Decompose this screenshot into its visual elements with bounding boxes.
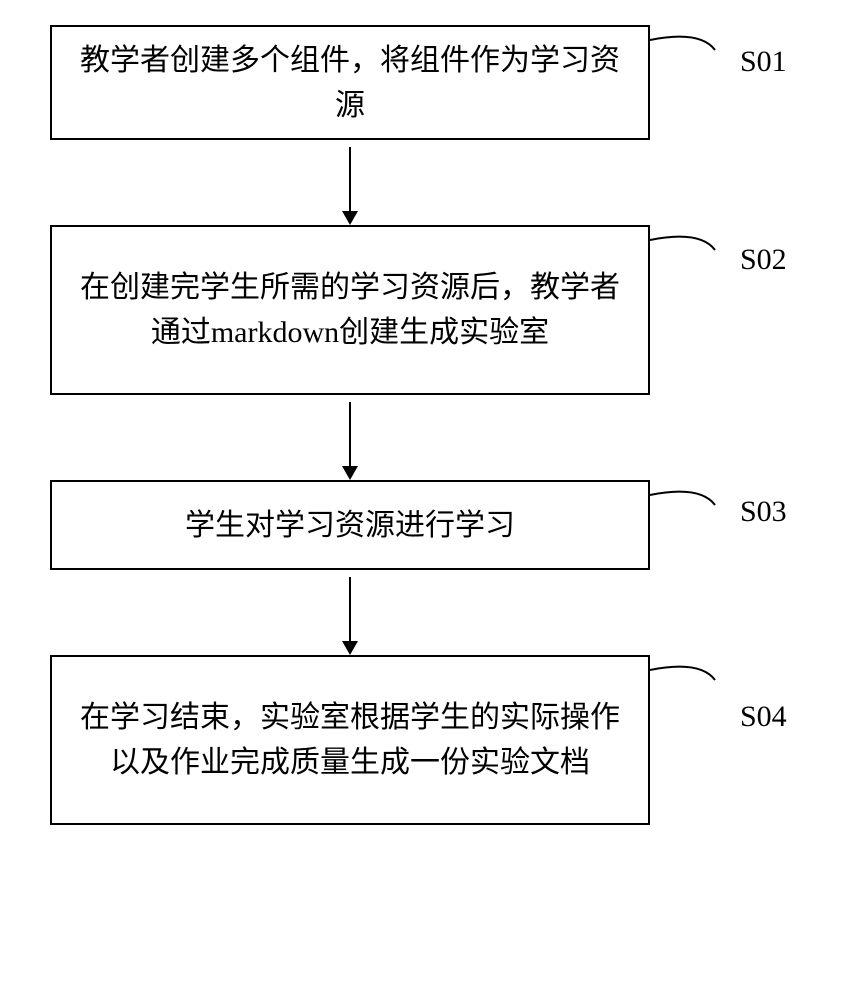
label-s02: S02	[740, 243, 787, 277]
arrow-head-3	[342, 641, 358, 655]
arrow-s01-s02	[50, 140, 650, 225]
node-s01-wrapper: 教学者创建多个组件，将组件作为学习资源	[50, 25, 800, 140]
node-s03-wrapper: 学生对学习资源进行学习	[50, 480, 800, 570]
label-s03: S03	[740, 495, 787, 529]
node-s02-wrapper: 在创建完学生所需的学习资源后，教学者通过markdown创建生成实验室	[50, 225, 800, 395]
arrow-head-1	[342, 211, 358, 225]
node-s04-text: 在学习结束，实验室根据学生的实际操作以及作业完成质量生成一份实验文档	[72, 695, 628, 785]
flowchart-container: 教学者创建多个组件，将组件作为学习资源 S01 在创建完学生所需的学习资源后，教…	[50, 25, 800, 825]
connector-s04	[650, 655, 770, 705]
label-s04: S04	[740, 700, 787, 734]
node-s04-wrapper: 在学习结束，实验室根据学生的实际操作以及作业完成质量生成一份实验文档	[50, 655, 800, 825]
arrow-line-3	[349, 577, 351, 648]
node-s01-text: 教学者创建多个组件，将组件作为学习资源	[72, 38, 628, 128]
node-s01: 教学者创建多个组件，将组件作为学习资源	[50, 25, 650, 140]
arrow-line-2	[349, 402, 351, 473]
node-s04: 在学习结束，实验室根据学生的实际操作以及作业完成质量生成一份实验文档	[50, 655, 650, 825]
node-s03: 学生对学习资源进行学习	[50, 480, 650, 570]
arrow-s03-s04	[50, 570, 650, 655]
node-s03-text: 学生对学习资源进行学习	[185, 503, 515, 548]
arrow-s02-s03	[50, 395, 650, 480]
label-s01: S01	[740, 45, 787, 79]
arrow-head-2	[342, 466, 358, 480]
arrow-line-1	[349, 147, 351, 218]
node-s02: 在创建完学生所需的学习资源后，教学者通过markdown创建生成实验室	[50, 225, 650, 395]
node-s02-text: 在创建完学生所需的学习资源后，教学者通过markdown创建生成实验室	[72, 265, 628, 355]
